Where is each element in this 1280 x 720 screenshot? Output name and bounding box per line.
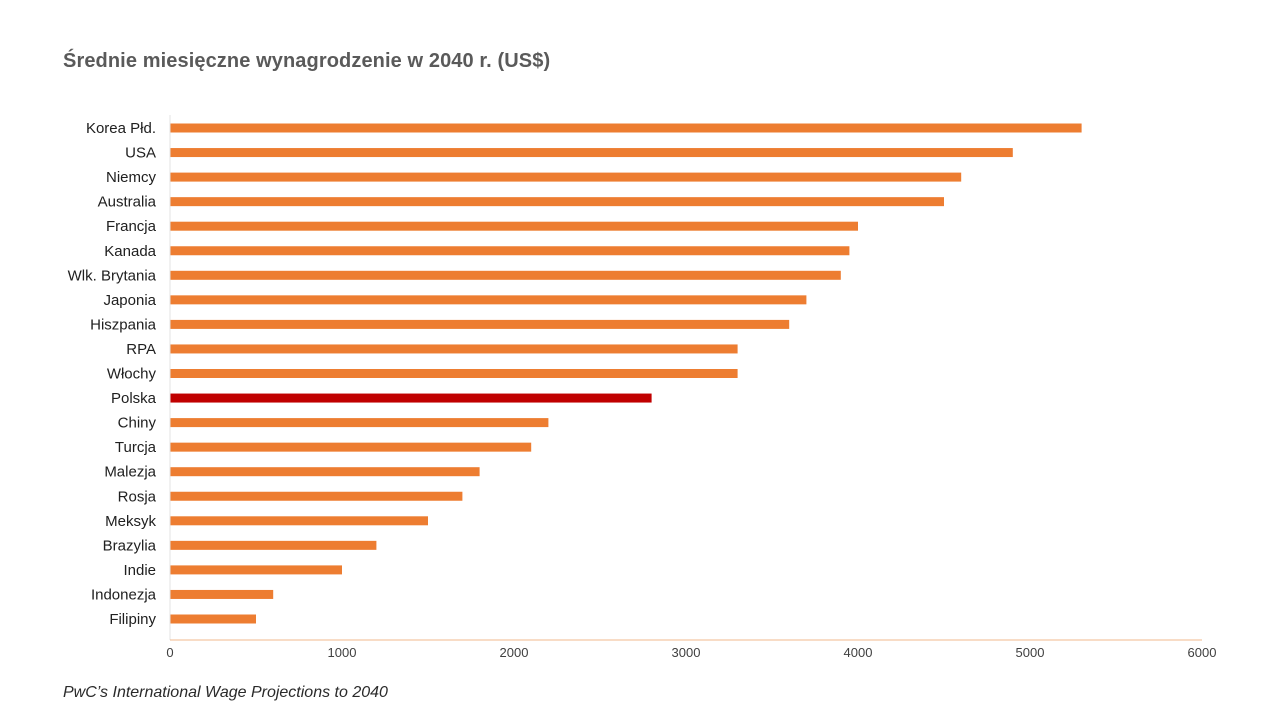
category-label: Polska [111,390,157,407]
category-label: Korea Płd. [86,120,156,137]
bar-japonia [170,295,807,305]
bar-włochy [170,369,738,378]
bar-rpa [170,344,738,354]
bar-niemcy [170,172,962,182]
bar-indie [170,565,342,575]
category-label: Australia [98,194,157,211]
category-label: Indonezja [91,586,157,603]
bar-francja [170,221,858,231]
category-label: RPA [126,341,156,358]
category-label: Hiszpania [90,316,157,333]
x-tick-label: 2000 [500,645,529,660]
category-label: Meksyk [105,513,156,530]
category-label: Indie [123,562,156,579]
category-label: Włochy [107,366,157,383]
chart-title: Średnie miesięczne wynagrodzenie w 2040 … [63,50,551,72]
bar-meksyk [170,516,428,526]
category-label: Chiny [118,415,157,432]
category-label: Wlk. Brytania [68,267,157,284]
source-note: PwC’s International Wage Projections to … [63,684,388,701]
bar-chiny [170,418,549,428]
x-tick-label: 1000 [328,645,357,660]
bar-polska [170,393,652,403]
bar-australia [170,197,944,207]
category-label: Malezja [104,464,156,481]
category-label: USA [125,145,156,162]
bar-korea-płd- [170,123,1082,133]
category-label: Niemcy [106,169,157,186]
x-tick-label: 4000 [844,645,873,660]
bar-indonezja [170,589,274,599]
bar-usa [170,148,1013,158]
x-tick-label: 6000 [1188,645,1217,660]
category-label: Turcja [115,439,157,456]
bar-brazylia [170,540,377,550]
category-label: Japonia [103,292,156,309]
bar-wlk-brytania [170,270,841,280]
category-label: Francja [106,218,157,235]
bar-kanada [170,246,850,256]
bar-filipiny [170,614,256,624]
category-label: Rosja [118,488,157,505]
category-labels: Korea Płd. USA Niemcy Australia Francja Kanad… [68,120,157,628]
bar-malezja [170,467,480,477]
category-label: Brazylia [103,537,157,554]
category-label: Kanada [104,243,156,260]
x-tick-labels: 0 1000 2000 3000 4000 5000 6000 [166,645,1216,660]
category-label: Filipiny [109,611,156,628]
bar-rosja [170,491,463,501]
x-tick-label: 3000 [672,645,701,660]
bar-hiszpania [170,319,790,329]
x-tick-label: 5000 [1016,645,1045,660]
bars-group [170,123,1082,624]
x-tick-label: 0 [166,645,173,660]
bar-turcja [170,442,532,452]
